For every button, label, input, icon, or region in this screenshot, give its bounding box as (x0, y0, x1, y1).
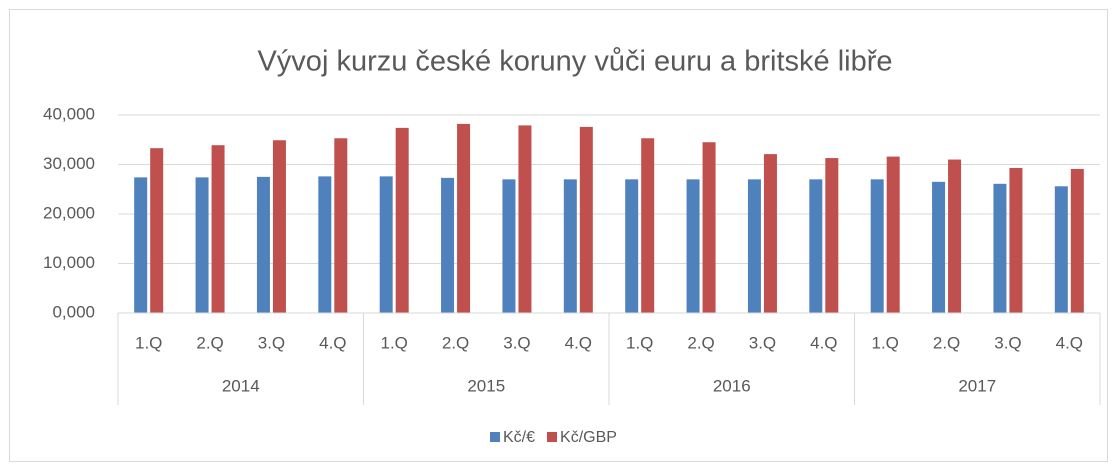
bar (579, 126, 593, 313)
bar (318, 176, 332, 313)
x-tick-label: 2.Q (442, 333, 469, 352)
bar (686, 179, 700, 313)
bar (763, 154, 777, 313)
x-tick-label: 4.Q (810, 333, 837, 352)
x-tick-label: 1.Q (380, 333, 407, 352)
bar (518, 125, 532, 314)
bar (886, 156, 900, 313)
bar (441, 177, 455, 313)
group-label: 2015 (467, 376, 505, 395)
bar (256, 176, 270, 313)
group-label: 2014 (222, 376, 260, 395)
bar (272, 140, 286, 313)
x-tick-label: 2.Q (687, 333, 714, 352)
bar (334, 138, 348, 313)
x-tick-label: 3.Q (749, 333, 776, 352)
x-tick-label: 4.Q (565, 333, 592, 352)
bar (641, 138, 655, 313)
bar (1070, 168, 1084, 313)
bar (195, 177, 209, 313)
y-tick-label: 10,000 (43, 253, 95, 272)
y-tick-label: 0,000 (52, 302, 95, 321)
group-label: 2017 (958, 376, 996, 395)
chart-border (9, 9, 1108, 462)
x-tick-label: 2.Q (196, 333, 223, 352)
legend-swatch (547, 432, 558, 442)
y-tick-label: 20,000 (43, 203, 95, 222)
bar (825, 158, 839, 313)
x-tick-label: 3.Q (503, 333, 530, 352)
x-tick-label: 4.Q (1056, 333, 1083, 352)
legend-label: Kč/GBP (560, 429, 617, 446)
y-tick-label: 40,000 (43, 104, 95, 123)
bar (809, 179, 823, 313)
bar (948, 159, 962, 313)
bar (870, 179, 884, 313)
bar (993, 183, 1007, 313)
bar (457, 123, 471, 313)
x-tick-label: 2.Q (933, 333, 960, 352)
legend-label: Kč/€ (503, 429, 535, 446)
x-tick-label: 3.Q (994, 333, 1021, 352)
bar (563, 179, 577, 313)
x-tick-label: 1.Q (871, 333, 898, 352)
x-tick-label: 4.Q (319, 333, 346, 352)
bar (502, 179, 516, 313)
bar (379, 176, 393, 313)
x-tick-label: 1.Q (626, 333, 653, 352)
bar (1009, 167, 1023, 313)
chart-title: Vývoj kurzu české koruny vůči euru a bri… (257, 46, 892, 78)
group-label: 2016 (713, 376, 751, 395)
x-tick-label: 3.Q (258, 333, 285, 352)
legend-swatch (490, 432, 500, 442)
bar (702, 142, 716, 313)
bar (747, 179, 761, 313)
bar (395, 127, 409, 314)
bar (211, 145, 225, 313)
bar (1054, 186, 1068, 313)
x-tick-label: 1.Q (135, 333, 162, 352)
bar (150, 148, 164, 313)
bar (625, 179, 639, 313)
bar (134, 177, 148, 313)
y-tick-label: 30,000 (43, 154, 95, 173)
bar (932, 181, 946, 313)
